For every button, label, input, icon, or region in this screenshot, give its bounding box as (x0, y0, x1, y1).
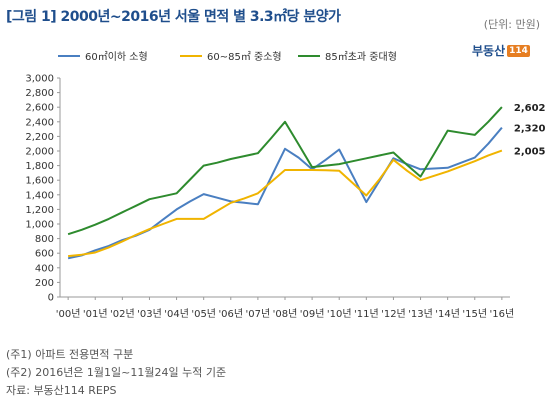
y-tick-label: 800 (35, 234, 54, 245)
footnotes: (주1) 아파트 전용면적 구분 (주2) 2016년은 1월1일~11월24일… (6, 346, 226, 400)
x-tick-label: '01년 (83, 308, 108, 320)
x-tick-label: '06년 (218, 308, 243, 320)
series-lines (67, 106, 503, 260)
y-tick-label: 1,200 (25, 205, 54, 216)
x-tick-label: '09년 (300, 308, 325, 320)
line-chart: 0 200 400 600 800 1,000 1,200 1,400 1,600 1,800 2,… (25, 50, 546, 320)
end-labels: 2,602 2,320 2,005 (514, 103, 546, 158)
series-line-1 (67, 126, 503, 260)
y-tick-label: 1,600 (25, 176, 54, 187)
legend-label-1: 60㎡이하 소형 (85, 50, 148, 63)
series-line-3 (67, 106, 503, 236)
brand-text: 부동산 (472, 44, 506, 58)
x-tick-label: '10년 (327, 308, 352, 320)
y-tick-label: 600 (35, 249, 54, 260)
x-tick-label: '00년 (56, 308, 81, 320)
legend-label-3: 85㎡초과 중대형 (325, 51, 397, 63)
x-tick-label: '14년 (435, 308, 460, 320)
y-tick-label: 1,000 (25, 220, 54, 231)
series-line-2 (67, 149, 503, 258)
x-tick-label: '05년 (191, 308, 216, 320)
y-tick-label: 0 (48, 293, 54, 304)
x-tick-label: '04년 (164, 308, 189, 320)
x-tick-label: '13년 (408, 308, 433, 320)
end-label-2: 2,320 (514, 124, 546, 135)
x-tick-label: '07년 (246, 308, 271, 320)
plot-frame (59, 78, 510, 298)
x-tick-label: '12년 (381, 308, 406, 320)
y-axis: 0 200 400 600 800 1,000 1,200 1,400 1,600 1,800 2,… (25, 74, 60, 304)
y-tick-label: 3,000 (25, 74, 54, 85)
x-tick-label: '11년 (354, 308, 379, 320)
y-tick-label: 2,200 (25, 132, 54, 143)
end-label-3: 2,005 (514, 147, 546, 158)
y-tick-label: 2,000 (25, 147, 54, 158)
x-tick-label: '02년 (110, 308, 135, 320)
x-tick-label: '15년 (462, 308, 487, 320)
legend-label-2: 60~85㎡ 중소형 (207, 51, 282, 63)
y-tick-label: 1,400 (25, 190, 54, 201)
brand-logo: 부동산 114 (472, 42, 530, 59)
chart-title: [그림 1] 2000년~2016년 서울 면적 별 3.3㎡당 분양가 (6, 9, 341, 25)
y-tick-label: 2,800 (25, 88, 54, 99)
x-axis: '00년 '01년 '02년 '03년 '04년 '05년 '06년 '07년 '08년 '09년… (56, 297, 514, 320)
legend: 60㎡이하 소형 60~85㎡ 중소형 85㎡초과 중대형 (58, 50, 397, 63)
note-1: (주1) 아파트 전용면적 구분 (6, 348, 134, 361)
y-tick-label: 1,800 (25, 161, 54, 172)
x-tick-label: '16년 (490, 308, 515, 320)
end-label-1: 2,602 (514, 103, 546, 114)
y-tick-label: 2,400 (25, 117, 54, 128)
y-tick-label: 200 (35, 278, 54, 289)
unit-label: (단위: 만원) (483, 18, 540, 31)
y-tick-label: 400 (35, 263, 54, 274)
y-tick-label: 2,600 (25, 103, 54, 114)
note-2: (주2) 2016년은 1월1일~11월24일 누적 기준 (6, 366, 227, 379)
brand-number: 114 (507, 44, 530, 57)
x-tick-label: '08년 (273, 308, 298, 320)
x-tick-label: '03년 (137, 308, 162, 320)
source-note: 자료: 부동산114 REPS (6, 384, 117, 397)
